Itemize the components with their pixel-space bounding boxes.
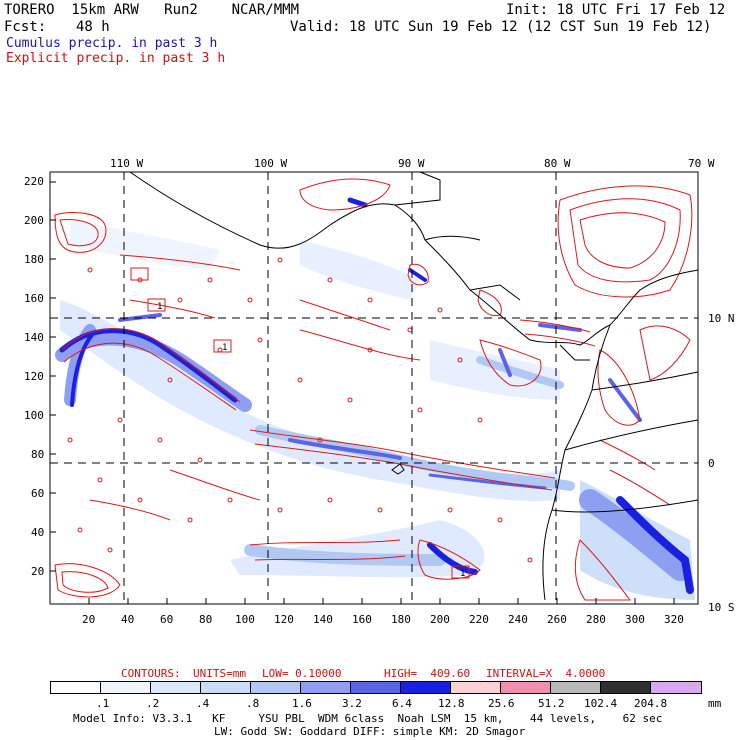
model-info: Model Info: V3.3.1 KF YSU PBL WDM 6class… [73,712,663,725]
legend-label-5: 3.2 [342,697,362,710]
legend-label-10: 102.4 [584,697,618,710]
legend-swatch-2 [150,681,201,694]
x-tick-320: 320 [664,613,684,626]
explicit-legend-line: Explicit precip. in past 3 h [6,51,226,66]
lon-label-110w: 110 W [110,157,144,170]
forecast-hours: 48 h [76,19,110,35]
legend-swatch-10 [550,681,601,694]
legend-label-6: 6.4 [392,697,412,710]
forecast-label: Fcst: [4,19,47,35]
legend-swatch-5 [300,681,351,694]
x-tick-260: 260 [547,613,567,626]
y-tick-220: 220 [24,175,44,188]
x-tick-280: 280 [586,613,606,626]
x-tick-220: 220 [469,613,489,626]
y-tick-180: 180 [24,253,44,266]
lat-label-10n: 10 N [708,312,735,325]
y-tick-100: 100 [24,409,44,422]
legend-label-1: .2 [146,697,160,710]
station-label-3: 1 [460,569,465,579]
x-tick-200: 200 [430,613,450,626]
legend-label-7: 12.8 [438,697,465,710]
legend-unit: mm [708,697,722,710]
legend-swatch-8 [450,681,501,694]
legend-swatch-3 [200,681,251,694]
legend-swatch-6 [350,681,401,694]
coastlines [129,171,699,601]
x-tick-40: 40 [121,613,135,626]
cumulus-legend-line: Cumulus precip. in past 3 h [6,36,218,51]
legend-swatch-9 [500,681,551,694]
x-tick-120: 120 [274,613,294,626]
y-tick-160: 160 [24,292,44,305]
axis-ticks [50,181,675,604]
legend-label-11: 204.8 [634,697,668,710]
station-markers [130,267,470,579]
legend-label-3: .8 [246,697,260,710]
contours-low: LOW= 0.10000 [262,667,342,680]
legend-swatch-12 [650,681,702,694]
x-tick-60: 60 [160,613,174,626]
lat-label-0: 0 [708,457,715,470]
x-tick-160: 160 [352,613,372,626]
legend-swatch-7 [400,681,451,694]
lon-label-100w: 100 W [254,157,288,170]
x-tick-100: 100 [235,613,255,626]
y-tick-140: 140 [24,331,44,344]
legend-swatch-1 [100,681,151,694]
contours-units: UNITS=mm [193,667,246,680]
y-tick-60: 60 [31,487,45,500]
model-title: TORERO 15km ARW Run2 NCAR/MMM [4,2,300,18]
contours-high: HIGH= 409.60 [384,667,471,680]
station-label-1: 1 [157,302,162,312]
lat-label-10s: 10 S [708,601,735,614]
lon-label-80w: 80 W [544,157,571,170]
y-tick-80: 80 [31,448,45,461]
physics-info: LW: Godd SW: Goddard DIFF: simple KM: 2D… [214,725,526,738]
lon-label-90w: 90 W [398,157,425,170]
y-tick-40: 40 [31,526,45,539]
init-time: Init: 18 UTC Fri 17 Feb 12 [506,2,726,18]
station-label-2: 1 [222,343,227,353]
legend-swatch-11 [600,681,651,694]
x-tick-80: 80 [199,613,213,626]
heavy-precip-cores [59,197,694,594]
y-tick-120: 120 [24,370,44,383]
x-tick-20: 20 [82,613,96,626]
y-tick-20: 20 [31,565,45,578]
lon-label-70w: 70 W [688,157,715,170]
legend-label-8: 25.6 [488,697,515,710]
legend-label-9: 51.2 [538,697,565,710]
map-border [49,171,699,605]
y-tick-200: 200 [24,214,44,227]
contours-label: CONTOURS: [121,667,181,680]
legend-label-4: 1.6 [292,697,312,710]
legend-label-0: .1 [96,697,110,710]
graticule [50,172,698,604]
legend-swatch-4 [250,681,301,694]
valid-time: Valid: 18 UTC Sun 19 Feb 12 (12 CST Sun … [290,19,712,35]
legend-swatch-0 [50,681,101,694]
x-tick-140: 140 [313,613,333,626]
x-tick-180: 180 [391,613,411,626]
contours-interval: INTERVAL=X 4.0000 [486,667,606,680]
x-tick-300: 300 [625,613,645,626]
legend-label-2: .4 [196,697,210,710]
scattered-contour-specks [67,257,533,563]
x-tick-240: 240 [508,613,528,626]
